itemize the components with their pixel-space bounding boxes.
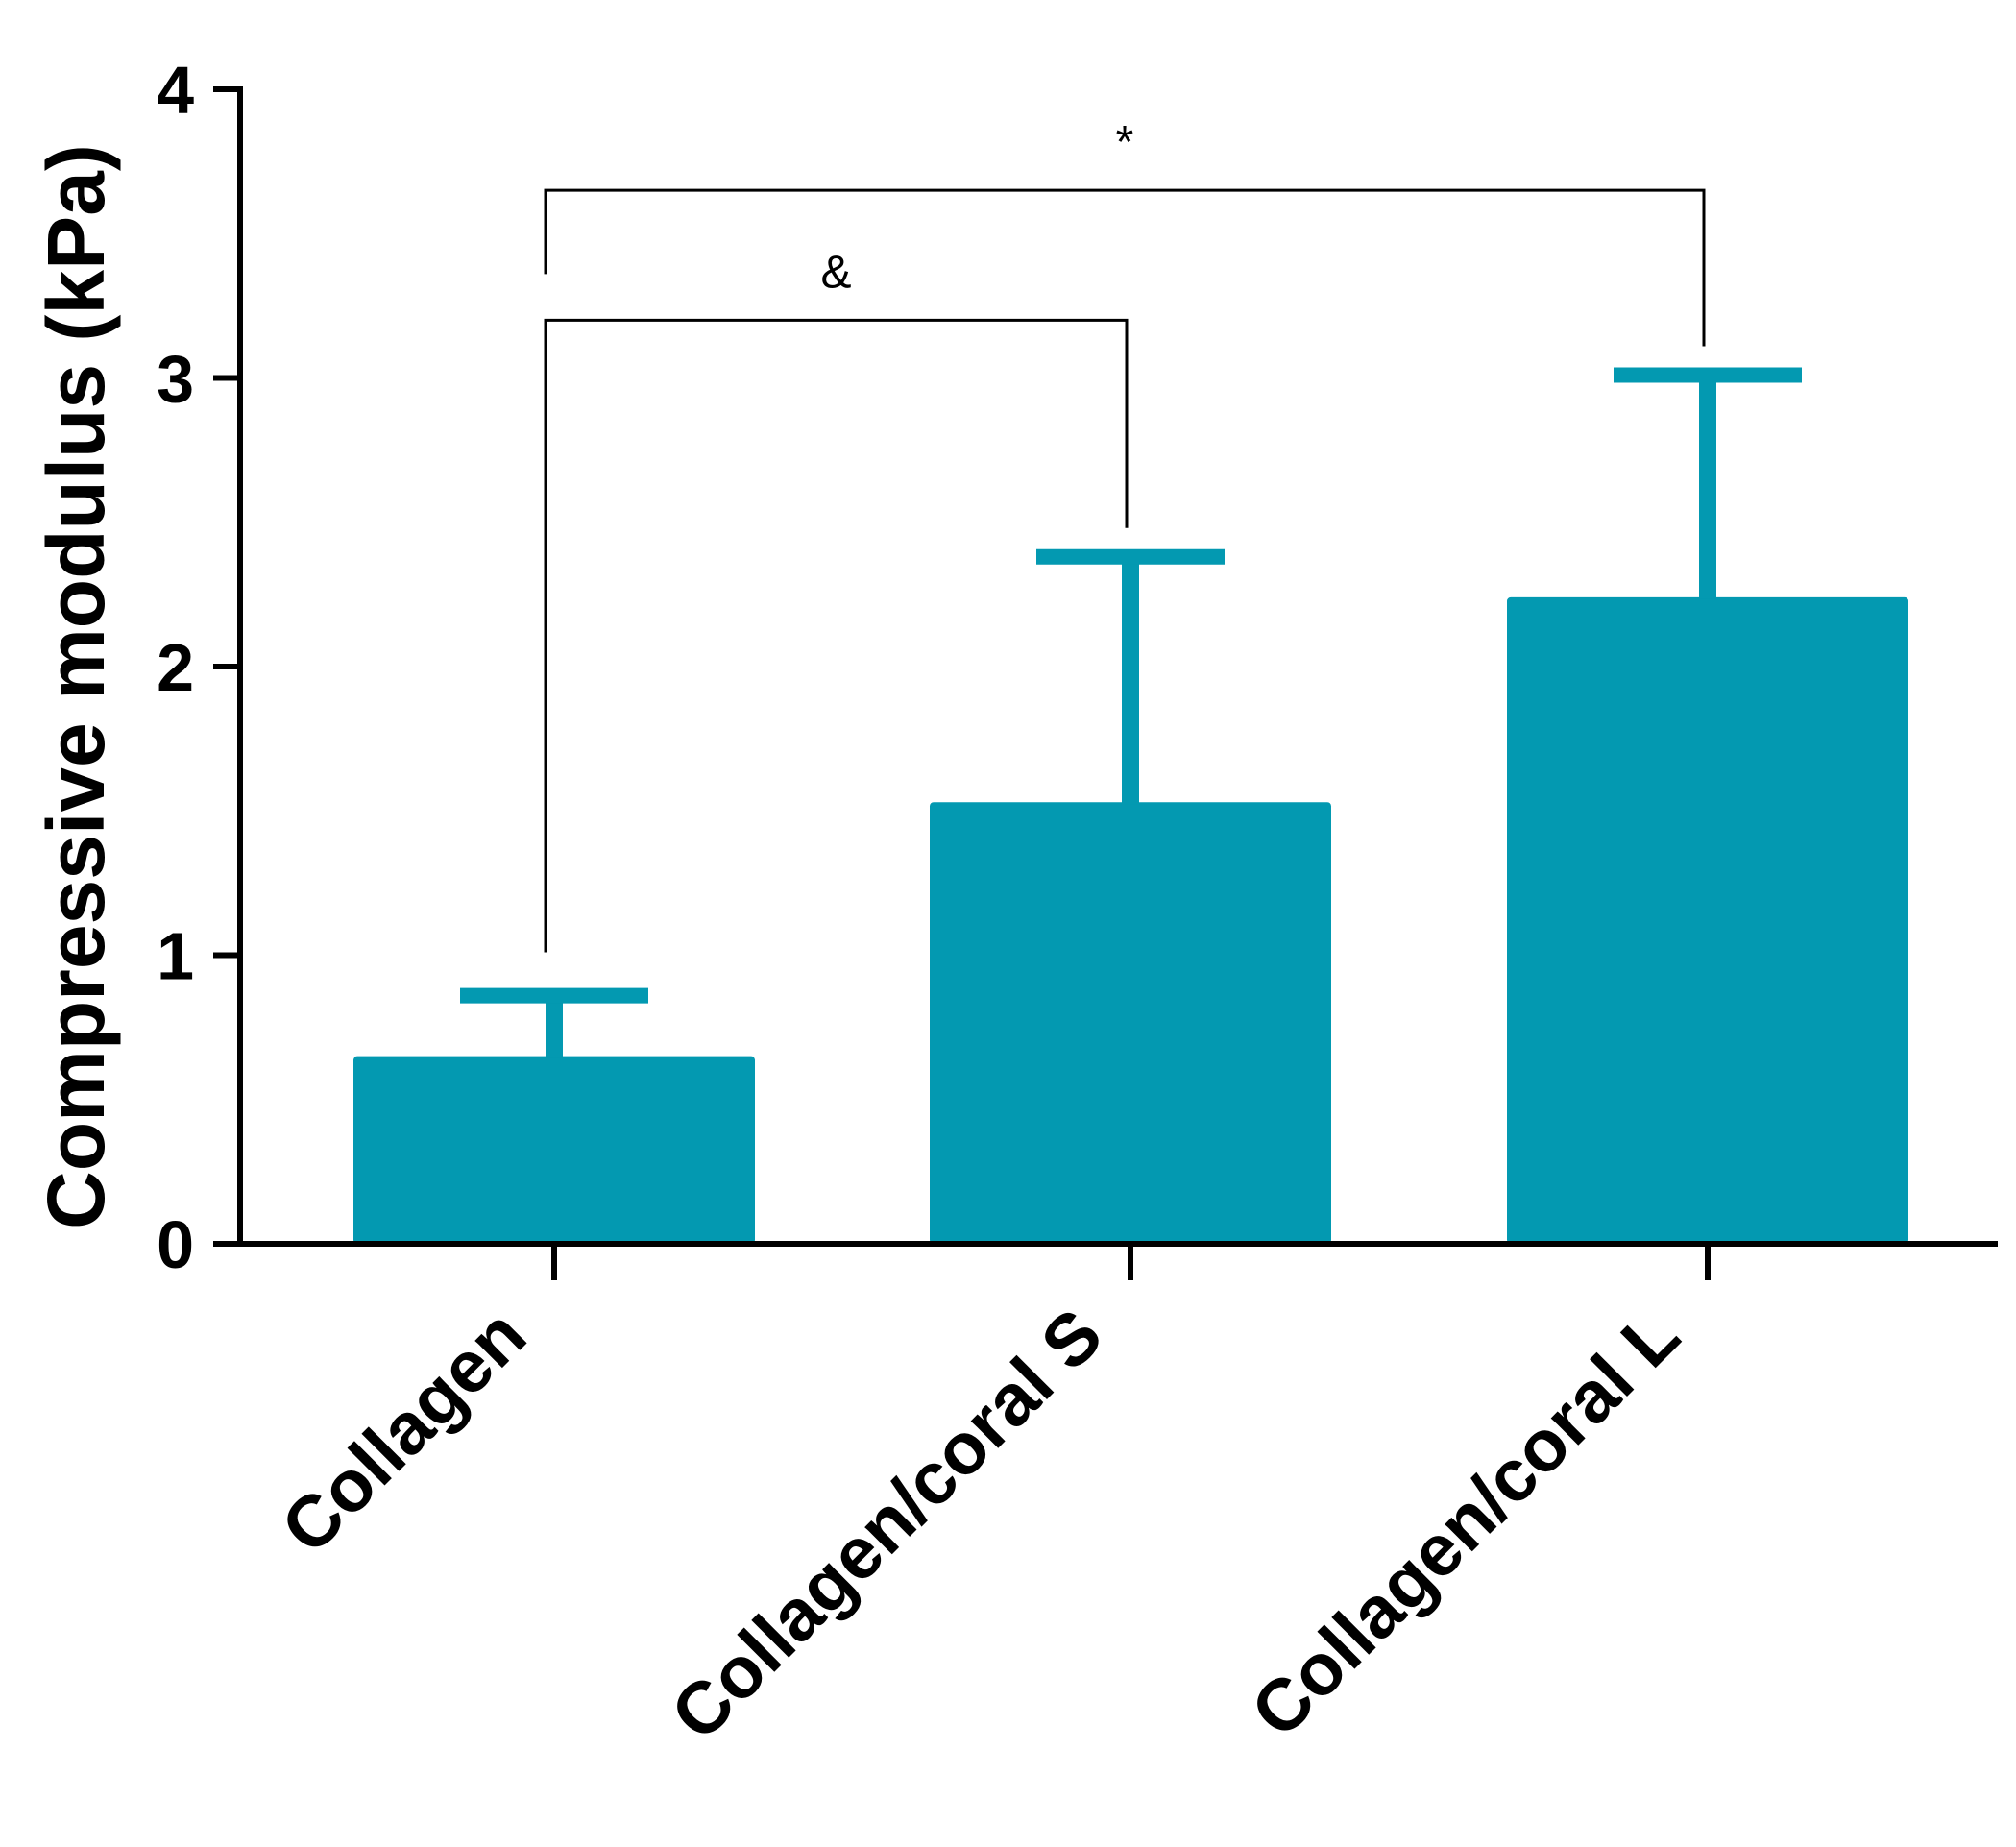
significance-label-0: &: [820, 247, 851, 298]
y-tick-label-0: 0: [157, 1207, 194, 1282]
significance-brackets: &*: [544, 117, 1706, 953]
error-bars: [460, 367, 1802, 1058]
x-ticks: Collagen Collagen/coral S Collagen/coral L: [266, 1244, 1711, 1756]
y-axis-label: Compressive modulus (kPa): [31, 144, 121, 1229]
bar-collagen: [353, 1056, 755, 1244]
bar-collagen-coral-s: [930, 802, 1331, 1244]
bar-collagen-coral-l: [1507, 596, 1908, 1244]
significance-label-1: *: [1116, 117, 1134, 168]
y-tick-label-2: 2: [157, 630, 194, 705]
significance-bracket-0: [544, 318, 1129, 953]
bars: [353, 596, 1908, 1244]
y-tick-label-4: 4: [157, 53, 194, 128]
x-tick-label-collagen: Collagen: [266, 1294, 542, 1569]
x-tick-label-collagen-coral-l: Collagen/coral L: [1236, 1294, 1695, 1753]
x-tick-label-collagen-coral-s: Collagen/coral S: [656, 1294, 1118, 1756]
y-tick-label-3: 3: [157, 342, 194, 417]
y-ticks: 0 1 2 3 4: [157, 53, 240, 1282]
y-tick-label-1: 1: [157, 919, 194, 994]
significance-bracket-1: [544, 188, 1706, 347]
y-axis-label-group: Compressive modulus (kPa): [31, 144, 121, 1229]
